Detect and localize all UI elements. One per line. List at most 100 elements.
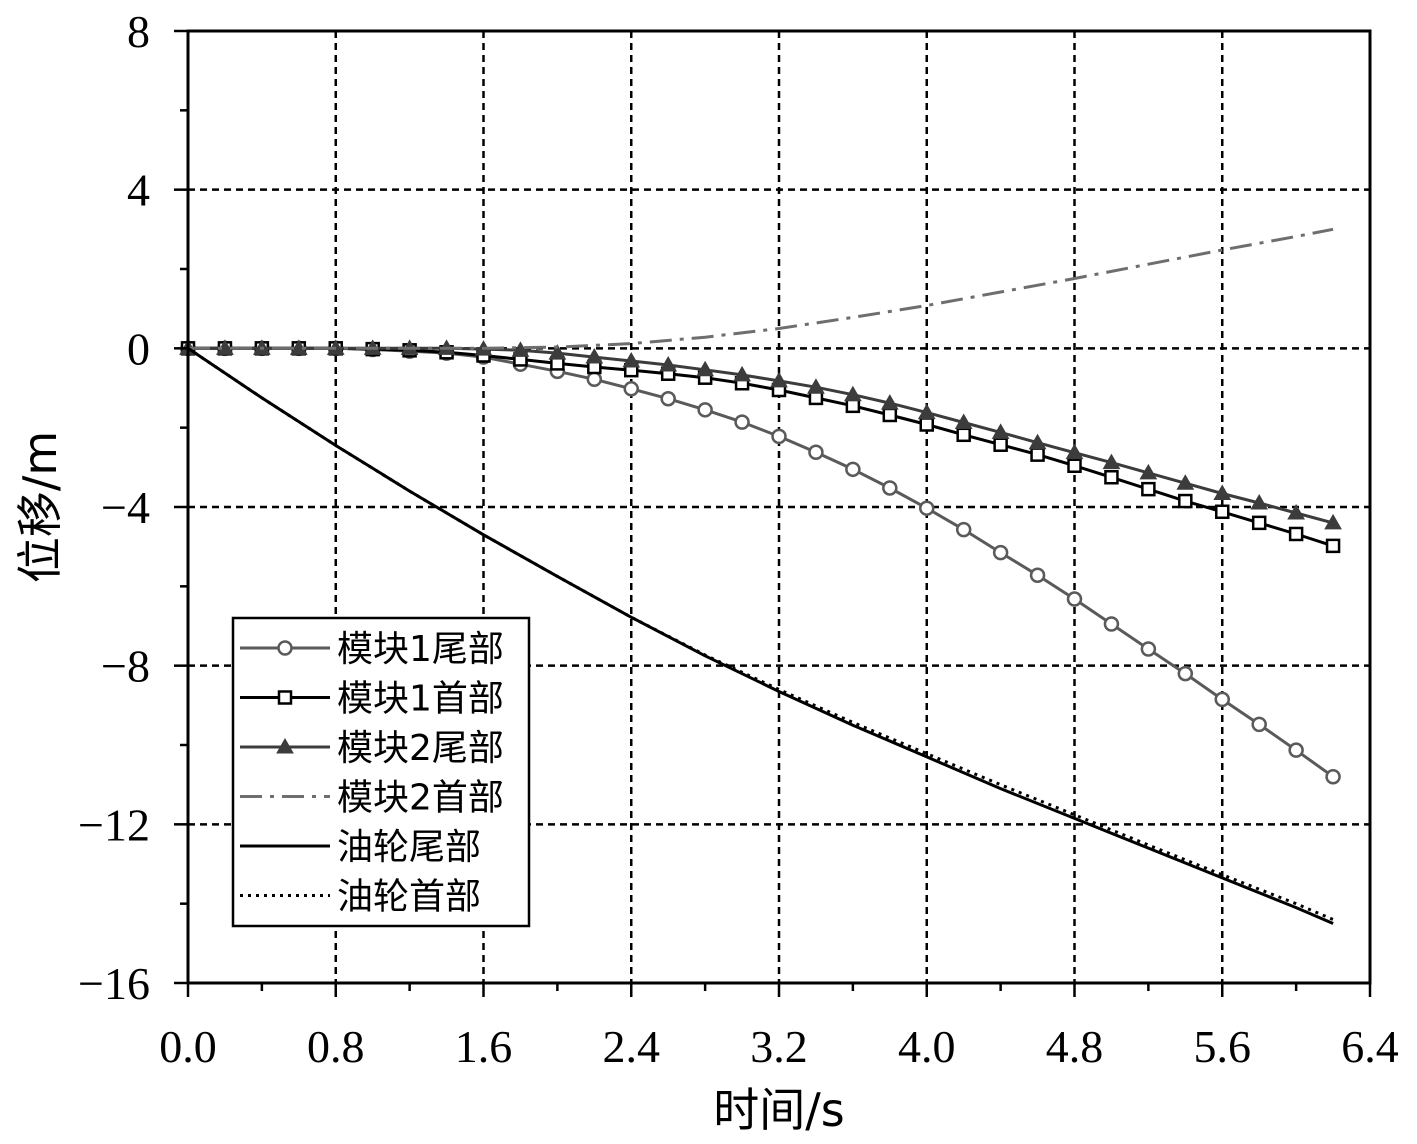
- data-point: [1214, 691, 1230, 708]
- data-point: [697, 402, 713, 418]
- data-point: [511, 341, 530, 357]
- data-point: [622, 352, 641, 368]
- data-point: [1324, 513, 1342, 530]
- y-tick-label: −12: [78, 799, 150, 850]
- legend-label: 油轮尾部: [337, 827, 481, 868]
- data-point: [1066, 591, 1083, 607]
- legend-item: 模块1尾部: [240, 629, 504, 670]
- legend-label: 模块1尾部: [337, 629, 504, 670]
- y-tick-label: −16: [78, 958, 150, 1009]
- data-point: [1065, 443, 1084, 460]
- data-point: [770, 371, 788, 388]
- data-point: [955, 521, 972, 538]
- data-point: [1288, 526, 1304, 542]
- legend-label: 模块1首部: [337, 679, 504, 720]
- axis-ticks: [174, 29, 1372, 997]
- data-point: [733, 365, 751, 382]
- legend-box: [231, 616, 531, 928]
- data-point: [882, 407, 898, 423]
- data-point: [548, 344, 567, 360]
- data-point: [1140, 641, 1157, 657]
- legend-label: 油轮首部: [337, 877, 481, 918]
- series-lines: [179, 227, 1342, 925]
- data-point: [1176, 474, 1195, 490]
- data-point: [1029, 567, 1046, 583]
- data-point: [585, 348, 604, 364]
- data-point: [771, 428, 787, 445]
- data-point: [1177, 665, 1194, 682]
- series-line: [188, 227, 1334, 350]
- data-point: [845, 398, 861, 414]
- x-tick-labels: 0.0 0.8 1.6 2.4 3.2 4.0 4.8 5.6 6.4: [159, 1021, 1399, 1072]
- y-tick-label: 0: [127, 323, 150, 374]
- data-point: [623, 381, 639, 397]
- data-point: [1139, 463, 1158, 480]
- legend-item: 模块2尾部: [240, 728, 504, 769]
- data-point: [992, 544, 1009, 561]
- data-point: [1067, 458, 1082, 473]
- data-point: [1213, 484, 1232, 501]
- x-tick-label: 2.4: [603, 1021, 661, 1072]
- series-line: [187, 347, 1334, 921]
- data-point: [586, 371, 603, 388]
- data-point: [1102, 453, 1121, 470]
- data-point: [1215, 504, 1230, 520]
- data-point: [991, 423, 1010, 439]
- data-point: [1251, 716, 1267, 733]
- data-point: [1178, 493, 1193, 509]
- data-point: [917, 403, 936, 420]
- legend-marker: [276, 737, 294, 754]
- data-point: [696, 360, 714, 377]
- data-point: [1251, 515, 1267, 531]
- x-tick-label: 0.0: [159, 1021, 217, 1072]
- data-point: [993, 437, 1008, 452]
- x-tick-label: 5.6: [1194, 1021, 1252, 1072]
- data-point: [1028, 433, 1047, 450]
- data-point: [919, 500, 935, 516]
- legend-item: 模块1首部: [240, 679, 504, 720]
- legend-marker: [277, 640, 293, 656]
- x-tick-label: 4.8: [1046, 1021, 1104, 1072]
- x-axis-title: 时间/s: [713, 1083, 844, 1137]
- data-point: [844, 385, 862, 402]
- data-point: [1141, 481, 1156, 497]
- data-point: [845, 461, 861, 478]
- legend-marker: [277, 690, 293, 705]
- data-point: [1030, 447, 1045, 462]
- y-tick-label: 4: [127, 165, 150, 216]
- legend-label: 模块2尾部: [337, 728, 504, 769]
- data-point: [880, 394, 899, 410]
- data-point: [919, 417, 934, 432]
- series-line: [188, 346, 1334, 525]
- y-tick-labels: 8 4 0 −4 −8 −12 −16: [78, 6, 150, 1009]
- series-3: [188, 227, 1334, 350]
- x-tick-label: 1.6: [455, 1021, 513, 1072]
- x-tick-label: 6.4: [1341, 1021, 1399, 1072]
- data-point: [1325, 768, 1341, 785]
- x-tick-label: 4.0: [898, 1021, 956, 1072]
- x-tick-label: 3.2: [750, 1021, 808, 1072]
- data-point: [1288, 742, 1304, 758]
- legend-label: 模块2首部: [337, 778, 504, 819]
- x-tick-label: 0.8: [307, 1021, 365, 1072]
- legend-item: 模块2首部: [240, 778, 504, 819]
- data-point: [956, 427, 971, 443]
- data-point: [807, 378, 825, 394]
- data-point: [808, 390, 824, 406]
- y-tick-label: 8: [127, 6, 150, 57]
- data-point: [660, 390, 676, 407]
- legend-item: 油轮尾部: [240, 827, 481, 868]
- data-point: [808, 444, 824, 461]
- y-tick-label: −8: [101, 641, 150, 692]
- data-point: [1104, 470, 1119, 485]
- series-5: [187, 347, 1334, 921]
- data-point: [1325, 538, 1341, 554]
- data-point: [1287, 503, 1305, 520]
- data-point: [1103, 616, 1120, 632]
- data-point: [954, 413, 973, 430]
- y-tick-label: −4: [101, 482, 150, 533]
- data-point: [882, 480, 898, 496]
- legend-item: 油轮首部: [240, 877, 481, 918]
